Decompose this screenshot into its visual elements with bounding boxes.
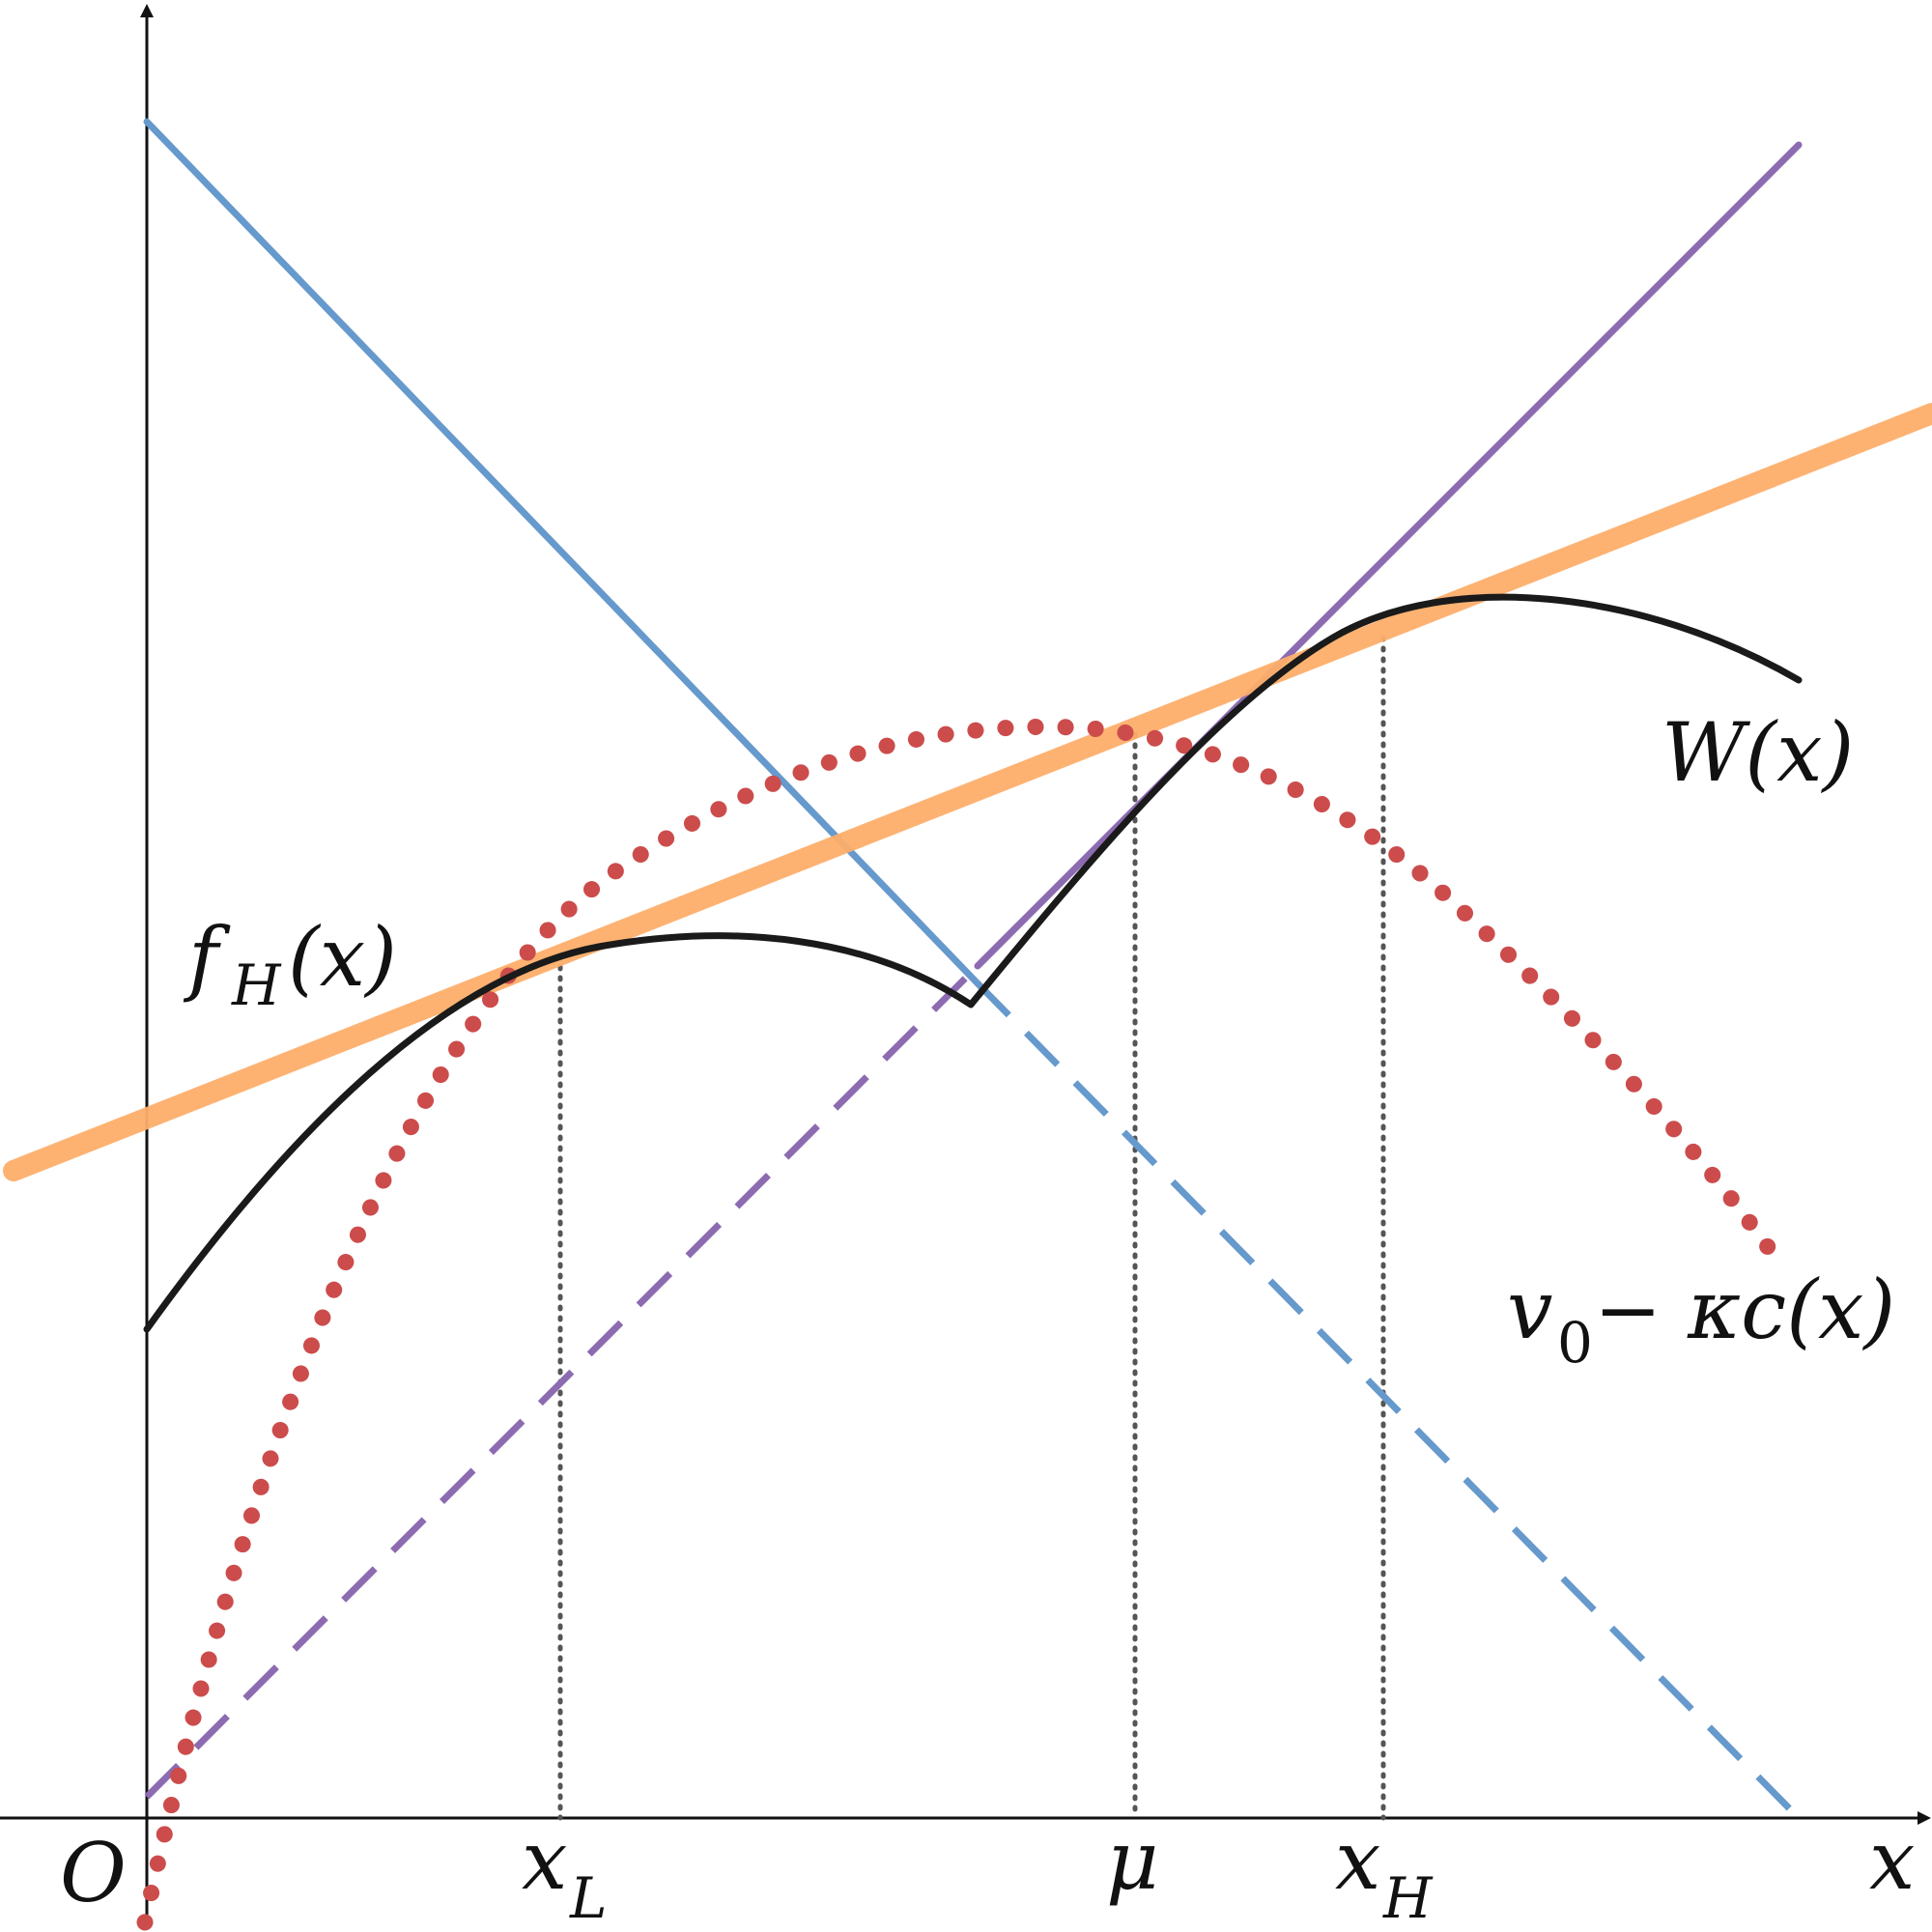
svg-text:H: H	[1382, 1865, 1434, 1931]
svg-text:H: H	[231, 952, 282, 1018]
svg-text:f: f	[183, 910, 231, 1005]
svg-text:0: 0	[1557, 1310, 1593, 1376]
x-axis-label: x	[1869, 1813, 1915, 1908]
svg-text:W(x): W(x)	[1662, 705, 1854, 800]
tick-label-x-h: x H	[1335, 1813, 1434, 1931]
tick-label-x-l: x L	[522, 1813, 608, 1931]
svg-text:v: v	[1507, 1263, 1552, 1357]
svg-text:(x): (x)	[288, 910, 397, 1005]
svg-text:L: L	[569, 1865, 608, 1931]
label-v0-kc: v 0 − κc(x)	[1507, 1263, 1895, 1376]
orange-line-f-h	[3, 403, 1932, 1181]
tick-label-mu: μ	[1106, 1813, 1159, 1908]
red-dotted-curve	[136, 718, 1786, 1931]
origin-label: O	[60, 1826, 127, 1920]
svg-text:μ: μ	[1106, 1813, 1159, 1908]
blue-line-solid	[143, 118, 981, 987]
blue-line-dashed	[975, 980, 1802, 1821]
svg-text:x: x	[1335, 1813, 1380, 1908]
label-w: W(x)	[1662, 705, 1854, 800]
purple-line-solid	[974, 141, 1803, 970]
purple-line-dashed	[144, 963, 980, 1800]
w-curve	[143, 593, 1803, 1333]
label-f-h: f H (x)	[183, 910, 397, 1018]
svg-text:x: x	[522, 1813, 567, 1908]
svg-text:− κc(x): − κc(x)	[1594, 1263, 1895, 1357]
